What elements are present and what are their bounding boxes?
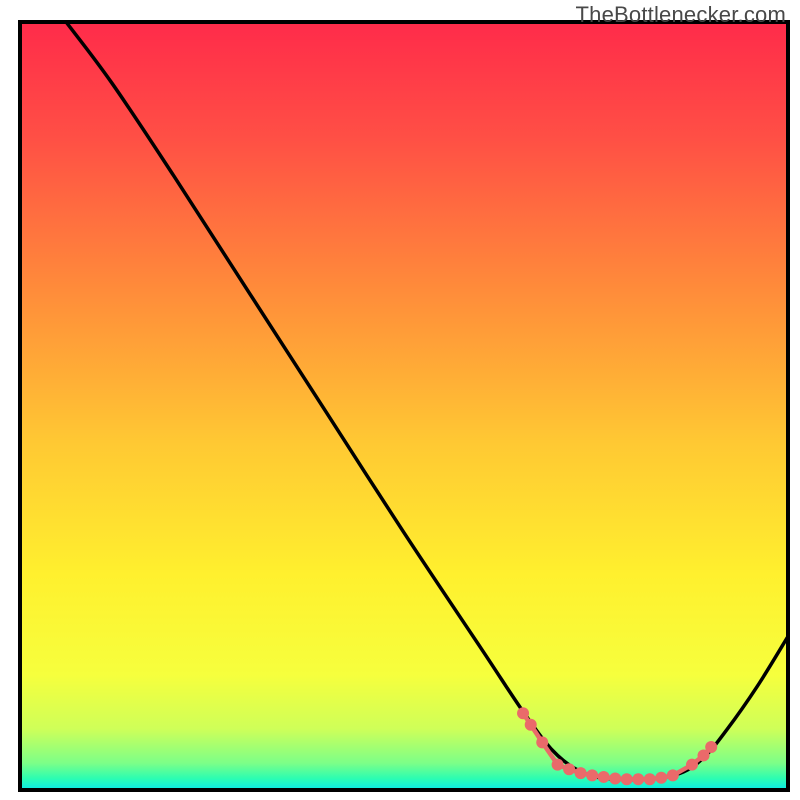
highlight-dot bbox=[655, 772, 667, 784]
highlight-dot bbox=[586, 769, 598, 781]
highlight-dot bbox=[686, 759, 698, 771]
chart-root: TheBottlenecker.com bbox=[0, 0, 800, 800]
highlight-dot bbox=[536, 736, 548, 748]
highlight-dot bbox=[563, 763, 575, 775]
gradient-background bbox=[20, 22, 788, 790]
watermark-text: TheBottlenecker.com bbox=[576, 2, 786, 28]
highlight-dot bbox=[632, 773, 644, 785]
highlight-dot bbox=[667, 769, 679, 781]
highlight-dot bbox=[525, 719, 537, 731]
highlight-dot bbox=[609, 772, 621, 784]
highlight-dot bbox=[598, 771, 610, 783]
highlight-dot bbox=[552, 759, 564, 771]
chart-svg bbox=[0, 0, 800, 800]
highlight-dot bbox=[644, 773, 656, 785]
highlight-dot bbox=[621, 773, 633, 785]
highlight-dot bbox=[575, 767, 587, 779]
highlight-dot bbox=[705, 741, 717, 753]
highlight-dot bbox=[517, 707, 529, 719]
